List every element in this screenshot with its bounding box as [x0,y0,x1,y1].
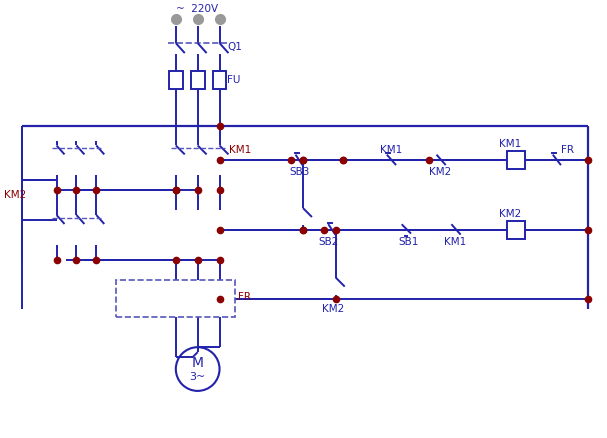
Bar [169,71,183,89]
Text: KM1: KM1 [499,139,521,149]
Text: SB2: SB2 [318,237,338,247]
Text: KM2: KM2 [4,190,26,200]
Text: KM2: KM2 [499,209,521,219]
Text: KM2: KM2 [429,167,452,177]
Text: FR: FR [561,145,574,155]
Bar [212,71,226,89]
Text: Q1: Q1 [228,42,242,52]
Text: FR: FR [239,293,251,303]
Text: SB3: SB3 [289,167,310,177]
Text: 3~: 3~ [189,372,206,382]
Text: ~  220V: ~ 220V [176,4,218,14]
Bar [116,279,236,318]
Text: SB1: SB1 [398,237,419,247]
Text: KM1: KM1 [229,145,252,155]
Text: KM1: KM1 [444,237,466,247]
Bar [191,71,205,89]
Text: KM2: KM2 [322,304,344,314]
Bar [507,152,524,170]
Text: M: M [192,356,204,370]
Text: KM1: KM1 [379,145,402,155]
Text: FU: FU [228,75,241,85]
Bar [507,221,524,239]
